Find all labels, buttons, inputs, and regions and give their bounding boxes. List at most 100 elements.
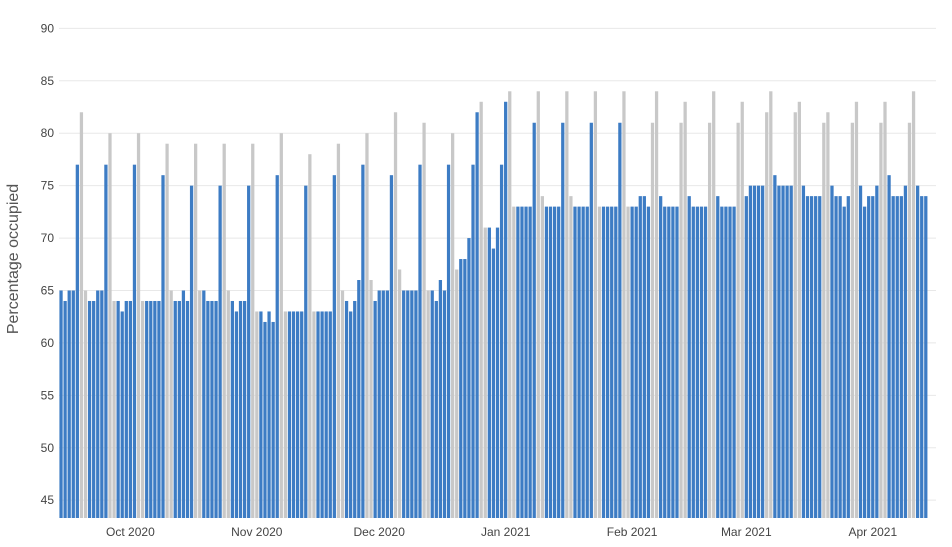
bar-weekday xyxy=(809,196,814,518)
bar-weekday xyxy=(916,185,920,518)
bar-weekday xyxy=(475,112,479,518)
bar-weekday xyxy=(459,259,463,518)
bar-weekday xyxy=(630,206,634,518)
bar-weekday xyxy=(801,185,806,518)
bar-weekend xyxy=(536,91,540,518)
bar-weekday xyxy=(124,300,128,518)
bar-weekday xyxy=(202,290,206,518)
bar-weekend xyxy=(108,133,112,519)
bar-weekend xyxy=(340,290,345,518)
bar-weekday xyxy=(495,227,500,518)
bar-weekday xyxy=(181,290,186,518)
y-tick-label: 55 xyxy=(41,388,55,402)
bar-weekday xyxy=(434,300,438,518)
bar-weekend xyxy=(393,112,398,518)
bar-weekday xyxy=(716,196,720,518)
bar-weekday xyxy=(442,290,447,518)
bar-weekend xyxy=(508,91,512,518)
bar-weekday xyxy=(189,185,194,518)
bar-weekend xyxy=(455,269,459,518)
bar-weekend xyxy=(826,112,830,518)
bar-weekend xyxy=(479,101,483,518)
bar-weekday xyxy=(642,196,646,518)
bar-weekday xyxy=(691,206,695,518)
x-tick-label: Apr 2021 xyxy=(848,525,897,539)
bar-weekday xyxy=(361,164,365,518)
bar-weekend xyxy=(83,290,88,518)
bar-weekday xyxy=(703,206,708,518)
bar-weekday xyxy=(92,300,96,518)
bar-weekend xyxy=(911,91,916,518)
bar-weekday xyxy=(614,206,618,518)
bar-weekday xyxy=(858,185,863,518)
bar-weekday xyxy=(895,196,899,518)
bar-weekday xyxy=(353,300,357,518)
bar-weekday xyxy=(499,164,504,518)
bar-weekend xyxy=(283,311,288,518)
bar-weekend xyxy=(626,206,630,518)
bar-weekday xyxy=(671,206,675,518)
bar-weekday xyxy=(805,196,810,518)
bar-weekday xyxy=(577,206,581,518)
bar-weekday xyxy=(214,300,218,518)
bar-weekday xyxy=(732,206,736,518)
bar-weekend xyxy=(740,101,744,518)
bar-weekday xyxy=(149,300,153,518)
bar-weekday xyxy=(446,164,451,518)
bar-weekend xyxy=(654,91,659,518)
bar-weekday xyxy=(132,164,137,518)
bar-weekday xyxy=(728,206,732,518)
bar-weekday xyxy=(71,290,75,518)
bar-weekend xyxy=(769,91,773,518)
bar-weekday xyxy=(720,206,724,518)
bar-weekend xyxy=(369,280,373,518)
bar-weekday xyxy=(724,206,728,518)
y-tick-label: 45 xyxy=(41,493,55,507)
bar-weekend xyxy=(312,311,316,518)
bar-weekday xyxy=(324,311,328,518)
bar-weekday xyxy=(438,280,443,518)
bar-weekend xyxy=(365,133,369,519)
bar-weekend xyxy=(797,101,801,518)
bar-weekend xyxy=(112,300,116,518)
bar-weekday xyxy=(830,185,834,518)
y-axis-ticks: 45 50 55 60 65 70 75 80 85 90 xyxy=(41,21,55,507)
bar-weekend xyxy=(512,206,516,518)
bar-weekday xyxy=(287,311,292,518)
y-axis-title: Percentage occupied xyxy=(5,184,22,334)
y-tick-label: 85 xyxy=(41,74,55,88)
bar-weekend xyxy=(397,269,402,518)
bar-weekend xyxy=(140,300,145,518)
y-tick-label: 70 xyxy=(41,231,55,245)
bar-weekday xyxy=(389,175,394,519)
bar-weekday xyxy=(271,321,275,518)
bar-weekday xyxy=(659,196,663,518)
bar-weekday xyxy=(145,300,149,518)
bar-weekday xyxy=(601,206,606,518)
bar-weekday xyxy=(295,311,300,518)
bar-weekday xyxy=(785,185,789,518)
bar-weekend xyxy=(251,143,255,518)
bar-weekday xyxy=(581,206,585,518)
bar-weekday xyxy=(695,206,699,518)
bar-weekend xyxy=(255,311,259,518)
bar-weekday xyxy=(402,290,406,518)
x-tick-label: Feb 2021 xyxy=(607,525,658,539)
bar-weekday xyxy=(173,300,177,518)
bar-weekend xyxy=(879,122,883,518)
bar-weekend xyxy=(622,91,626,518)
bar-weekday xyxy=(646,206,651,518)
bar-weekend xyxy=(765,112,769,518)
bar-weekday xyxy=(838,196,842,518)
bar-weekday xyxy=(675,206,679,518)
bar-weekday xyxy=(663,206,667,518)
bar-weekday xyxy=(332,175,336,519)
bar-weekday xyxy=(516,206,520,518)
bar-weekday xyxy=(887,175,891,519)
bar-weekday xyxy=(185,300,190,518)
bar-weekday xyxy=(59,290,63,518)
x-tick-label: Jan 2021 xyxy=(481,525,531,539)
bar-weekend xyxy=(226,290,230,518)
bar-weekday xyxy=(67,290,71,518)
bar-weekday xyxy=(606,206,610,518)
